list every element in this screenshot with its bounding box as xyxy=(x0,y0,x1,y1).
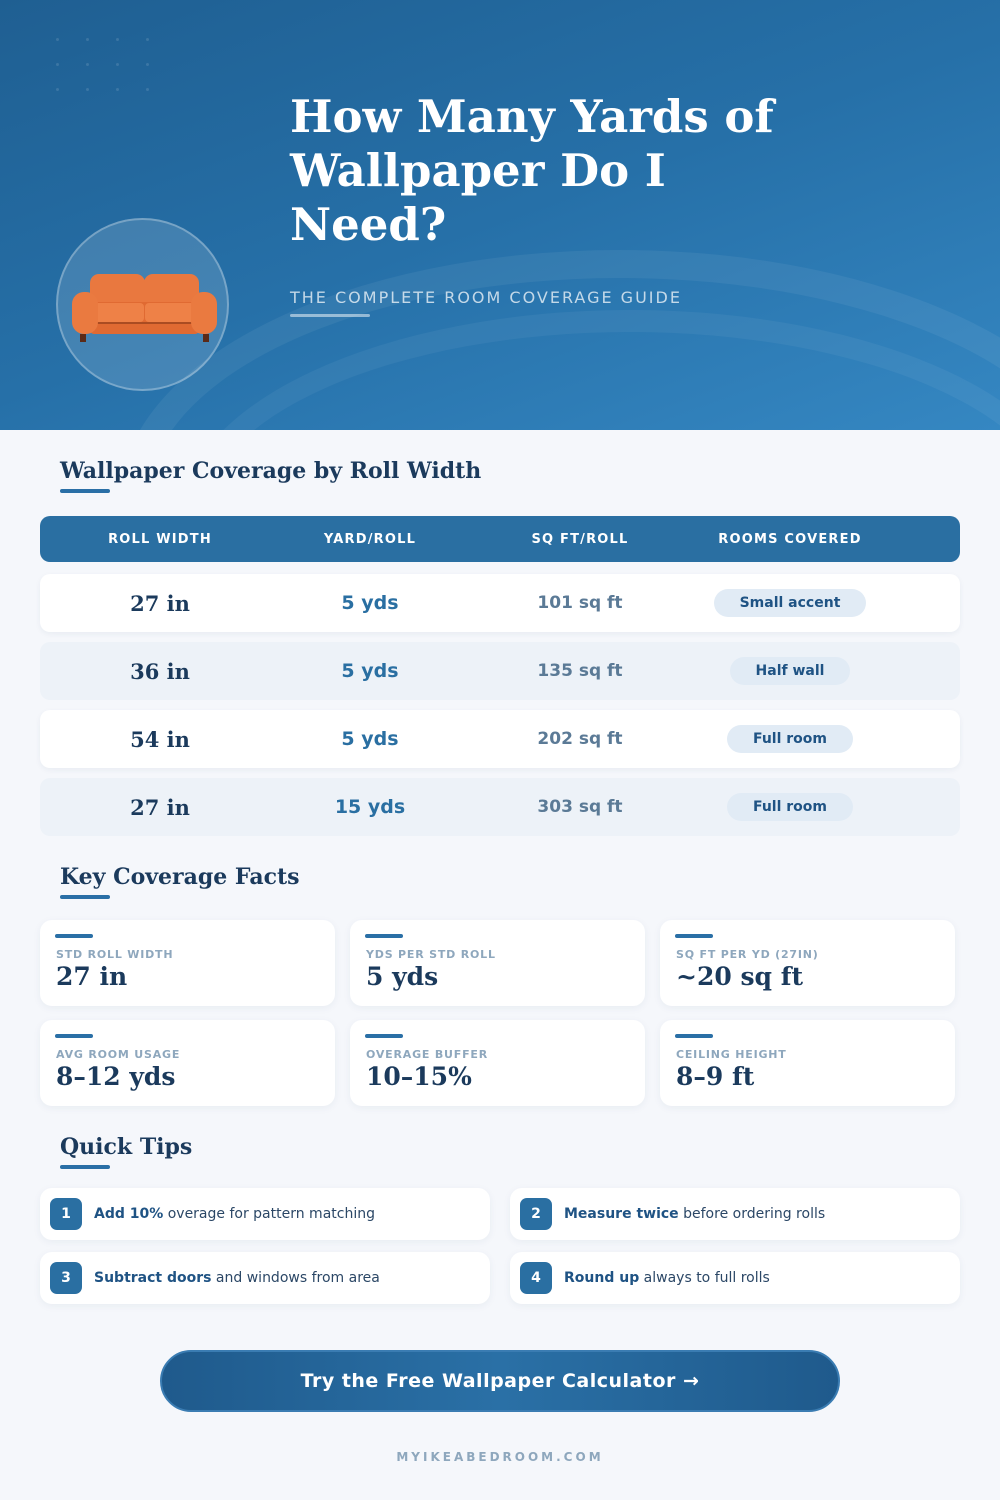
tip-number-badge: 2 xyxy=(520,1198,552,1230)
table-row: 27 in 5 yds 101 sq ft Small accent xyxy=(40,574,960,632)
sqft-cell: 135 sq ft xyxy=(537,661,623,681)
card-accent-bar xyxy=(365,934,403,938)
section-underline xyxy=(60,489,110,493)
tip-number-badge: 3 xyxy=(50,1262,82,1294)
tip-card: 1 Add 10% overage for pattern matching xyxy=(40,1188,490,1240)
tip-card: 2 Measure twice before ordering rolls xyxy=(510,1188,960,1240)
fact-label: AVG ROOM USAGE xyxy=(56,1048,181,1061)
yards-cell: 5 yds xyxy=(341,660,399,682)
rooms-badge: Full room xyxy=(726,725,854,753)
footer-site-name: MYIKEABEDROOM.COM xyxy=(396,1450,604,1464)
sqft-cell: 303 sq ft xyxy=(537,797,623,817)
column-header: YARD/ROLL xyxy=(323,531,417,547)
fact-value: 5 yds xyxy=(366,962,439,991)
rooms-badge: Small accent xyxy=(713,589,867,617)
fact-label: SQ FT PER YD (27IN) xyxy=(676,948,819,961)
tip-number-badge: 4 xyxy=(520,1262,552,1294)
page-title: How Many Yards of Wallpaper Do I Need? xyxy=(290,90,774,251)
fact-value: 27 in xyxy=(56,962,128,991)
table-row: 27 in 15 yds 303 sq ft Full room xyxy=(40,778,960,836)
rooms-cell: Small accent xyxy=(685,589,895,617)
rooms-cell: Full room xyxy=(685,725,895,753)
sqft-cell: 202 sq ft xyxy=(537,729,623,749)
tip-number-badge: 1 xyxy=(50,1198,82,1230)
card-accent-bar xyxy=(55,934,93,938)
fact-card: CEILING HEIGHT 8–9 ft xyxy=(660,1020,955,1106)
card-accent-bar xyxy=(675,1034,713,1038)
hero-banner: How Many Yards of Wallpaper Do I Need? T… xyxy=(0,0,1000,430)
column-header: ROOMS COVERED xyxy=(718,531,862,547)
fact-label: CEILING HEIGHT xyxy=(676,1048,787,1061)
card-accent-bar xyxy=(675,934,713,938)
fact-card: AVG ROOM USAGE 8–12 yds xyxy=(40,1020,335,1106)
fact-label: STD ROLL WIDTH xyxy=(56,948,174,961)
rooms-cell: Half wall xyxy=(685,657,895,685)
fact-card: SQ FT PER YD (27IN) ~20 sq ft xyxy=(660,920,955,1006)
yards-cell: 15 yds xyxy=(334,796,406,818)
roll-width-cell: 27 in xyxy=(130,590,190,616)
subtitle-underline xyxy=(290,314,370,317)
rooms-badge: Full room xyxy=(726,793,854,821)
tip-text: Subtract doors and windows from area xyxy=(94,1270,380,1286)
sofa-icon xyxy=(72,274,217,342)
calculator-cta-button[interactable]: Try the Free Wallpaper Calculator → xyxy=(160,1350,840,1412)
tips-section-title: Quick Tips xyxy=(60,1134,193,1160)
tip-card: 4 Round up always to full rolls xyxy=(510,1252,960,1304)
sofa-badge xyxy=(56,218,229,391)
coverage-section-title: Wallpaper Coverage by Roll Width xyxy=(60,458,482,484)
fact-value: 8–12 yds xyxy=(56,1062,176,1091)
coverage-table-header: ROLL WIDTH YARD/ROLL SQ FT/ROLL ROOMS CO… xyxy=(40,516,960,562)
fact-card: YDS PER STD ROLL 5 yds xyxy=(350,920,645,1006)
roll-width-cell: 54 in xyxy=(130,726,190,752)
yards-cell: 5 yds xyxy=(341,728,399,750)
sqft-cell: 101 sq ft xyxy=(537,593,623,613)
tip-text: Round up always to full rolls xyxy=(564,1270,770,1286)
column-header: ROLL WIDTH xyxy=(108,531,212,547)
fact-card: OVERAGE BUFFER 10–15% xyxy=(350,1020,645,1106)
table-row: 54 in 5 yds 202 sq ft Full room xyxy=(40,710,960,768)
tip-card: 3 Subtract doors and windows from area xyxy=(40,1252,490,1304)
rooms-cell: Full room xyxy=(685,793,895,821)
fact-value: ~20 sq ft xyxy=(676,962,804,991)
rooms-badge: Half wall xyxy=(729,657,851,685)
section-underline xyxy=(60,895,110,899)
yards-cell: 5 yds xyxy=(341,592,399,614)
facts-section-title: Key Coverage Facts xyxy=(60,864,300,890)
tip-text: Add 10% overage for pattern matching xyxy=(94,1206,375,1222)
decorative-dot-grid xyxy=(56,36,156,96)
fact-label: OVERAGE BUFFER xyxy=(366,1048,488,1061)
tip-text: Measure twice before ordering rolls xyxy=(564,1206,826,1222)
card-accent-bar xyxy=(55,1034,93,1038)
roll-width-cell: 27 in xyxy=(130,794,190,820)
column-header: SQ FT/ROLL xyxy=(531,531,629,547)
roll-width-cell: 36 in xyxy=(130,658,190,684)
fact-value: 10–15% xyxy=(366,1062,472,1091)
section-underline xyxy=(60,1165,110,1169)
page-subtitle: THE COMPLETE ROOM COVERAGE GUIDE xyxy=(290,288,682,307)
table-row: 36 in 5 yds 135 sq ft Half wall xyxy=(40,642,960,700)
card-accent-bar xyxy=(365,1034,403,1038)
fact-value: 8–9 ft xyxy=(676,1062,755,1091)
fact-label: YDS PER STD ROLL xyxy=(366,948,496,961)
fact-card: STD ROLL WIDTH 27 in xyxy=(40,920,335,1006)
